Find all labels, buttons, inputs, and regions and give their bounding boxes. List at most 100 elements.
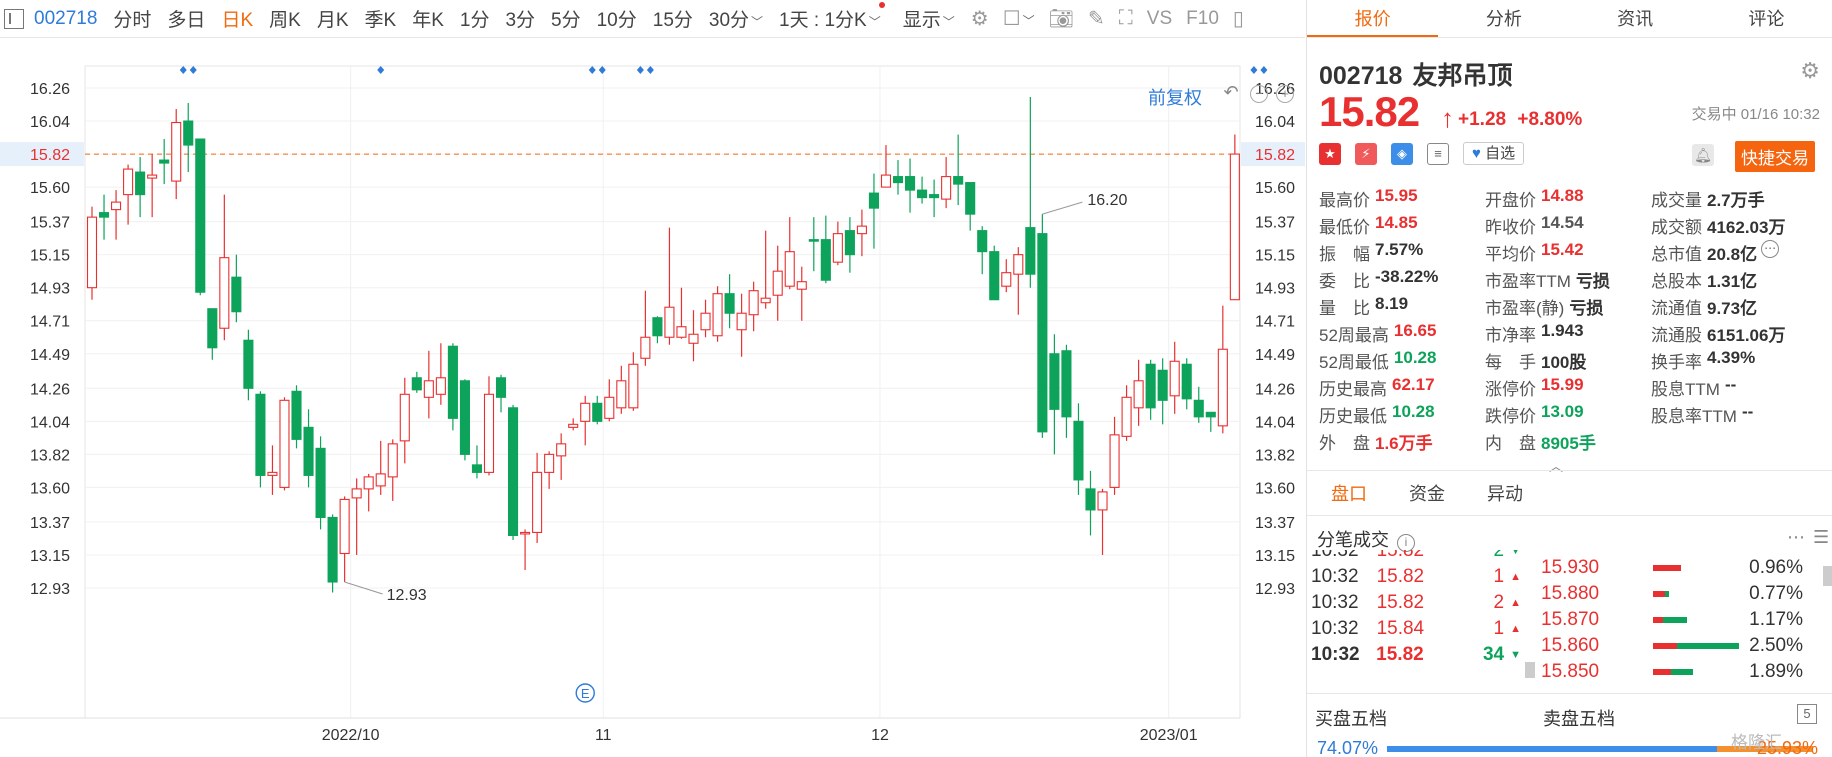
stat-cell: 内 盘 8905手	[1485, 429, 1651, 454]
fullscreen-icon[interactable]: ⛶	[1118, 7, 1133, 29]
tab-capital[interactable]: 资金	[1409, 484, 1445, 504]
tab-news[interactable]: 资讯	[1617, 9, 1654, 29]
tab-1min[interactable]: 1分	[459, 10, 490, 31]
tab-daily-k[interactable]: 日K	[221, 10, 254, 31]
add-watchlist-button[interactable]: ♥ 自选	[1463, 142, 1525, 165]
stat-label: 市盈率(静)	[1485, 299, 1565, 318]
tab-comments[interactable]: 评论	[1748, 9, 1785, 29]
stats-row: 最低价 14.85 昨收价 14.54 成交额 4162.03万	[1319, 212, 1829, 239]
depth-price: 15.860	[1541, 635, 1600, 656]
china-flag-icon[interactable]: ★	[1319, 142, 1341, 165]
kline-chart[interactable]: 16.26 16.26 16.04 16.04 15.82 15.82 15.60 15.60…	[0, 38, 1305, 757]
tab-15min[interactable]: 15分	[652, 10, 693, 31]
stat-value: 10.28	[1393, 348, 1437, 367]
tick-row: 10:32 15.82 2 ▲	[1311, 588, 1521, 618]
tick-list[interactable]: 10:32 15.82 2 ▼ 10:32 15.82 1 ▲ 10:32 15.82 2 ▲ 10:3…	[1311, 550, 1531, 693]
candle-up	[532, 471, 543, 533]
info-icon[interactable]: i	[1397, 534, 1415, 552]
lightning-icon[interactable]: ⚡︎	[1355, 142, 1377, 165]
tab-quote[interactable]: 报价	[1307, 0, 1439, 37]
tick-volume: 34	[1482, 644, 1505, 665]
stat-cell: 成交额 4162.03万	[1651, 213, 1826, 238]
stat-cell: 振 幅 7.57%	[1319, 240, 1485, 265]
note-icon[interactable]: ≡	[1427, 142, 1449, 165]
low-leader-line	[344, 581, 383, 595]
more-circle-icon[interactable]: ⋯	[1761, 240, 1780, 258]
event-marker-icon	[1250, 66, 1258, 74]
candle-down	[459, 380, 470, 455]
candle-up	[399, 393, 410, 442]
display-select-label: 显示	[902, 10, 941, 31]
candle-up	[339, 498, 350, 555]
display-select[interactable]: 显示 ﹀	[903, 5, 955, 32]
tab-30min[interactable]: 30分 ﹀	[709, 5, 763, 32]
stat-cell: 每 手 100股	[1485, 348, 1651, 373]
tick-time: 10:32	[1311, 644, 1360, 665]
candle-down	[135, 171, 146, 196]
stat-value: 4162.03万	[1707, 218, 1786, 237]
tab-analysis[interactable]: 分析	[1485, 9, 1522, 29]
pencil-icon[interactable]: ✎	[1088, 8, 1105, 30]
tag-icon[interactable]: ◈	[1391, 142, 1413, 165]
depth-price: 15.880	[1541, 583, 1600, 604]
tab-movement[interactable]: 异动	[1487, 484, 1523, 504]
bell-icon[interactable]: 🔔︎	[1692, 144, 1714, 166]
depth-scrollbar[interactable]	[1823, 566, 1832, 586]
y-tick-label-left: 14.71	[30, 314, 70, 331]
heart-icon: ♥	[1472, 145, 1481, 162]
stat-value: 2.7万手	[1707, 191, 1765, 210]
tick-row: 10:32 15.84 1 ▲	[1311, 614, 1521, 644]
candle-down	[255, 393, 266, 476]
change-percent: +8.80%	[1517, 109, 1583, 130]
stat-label: 涨停价	[1485, 380, 1536, 399]
candle-up	[279, 399, 290, 488]
settings-gear-icon[interactable]: ⚙	[970, 8, 989, 30]
f10-button[interactable]: F10	[1186, 7, 1219, 29]
camera-icon[interactable]: 📷︎	[1048, 8, 1075, 30]
tab-yearly-k[interactable]: 年K	[412, 10, 444, 31]
trading-status: 交易中 01/16 10:32	[1691, 106, 1820, 123]
up-triangle-icon: ▲	[1510, 571, 1521, 583]
depth-bar-red	[1653, 617, 1663, 623]
stock-code: 002718	[1319, 62, 1403, 90]
tab-3min[interactable]: 3分	[505, 10, 536, 31]
quick-trade-button[interactable]: 快捷交易	[1735, 141, 1815, 172]
candle-down	[1049, 353, 1060, 410]
depth-list[interactable]: 15.930 0.96% 15.880 0.77% 15.870 1.17% 15.860 2…	[1541, 550, 1821, 693]
tick-scrollbar[interactable]	[1525, 662, 1535, 678]
panel-toggle-icon[interactable]: ▯	[1232, 8, 1244, 30]
sidebar-toggle-icon[interactable]	[4, 8, 24, 29]
list-icon[interactable]: ☰	[1813, 527, 1830, 547]
square-box-icon[interactable]: ☐ ﹀	[1002, 8, 1035, 30]
stat-label: 52周最高	[1319, 326, 1389, 345]
stat-value: 4.39%	[1707, 348, 1756, 367]
tab-10min[interactable]: 10分	[596, 10, 637, 31]
gear-icon[interactable]: ⚙	[1800, 58, 1820, 83]
candle-down	[1073, 420, 1084, 481]
period-select[interactable]: 1天 : 1分K ﹀	[779, 2, 886, 32]
vs-compare-button[interactable]: VS	[1146, 7, 1173, 29]
tab-intraday[interactable]: 分时	[113, 10, 152, 31]
price-adjust-button[interactable]: 前复权	[1148, 88, 1202, 108]
stat-value: 亏损	[1569, 299, 1604, 318]
tab-weekly-k[interactable]: 周K	[269, 10, 301, 31]
more-icon[interactable]: ⋯	[1787, 527, 1805, 547]
y-tick-label-left: 13.60	[30, 480, 70, 497]
candle-down	[98, 212, 110, 218]
change-value: +1.28	[1458, 109, 1507, 130]
zoom-in-icon[interactable]: +	[1276, 85, 1294, 103]
tab-monthly-k[interactable]: 月K	[316, 10, 349, 31]
candle-up	[700, 312, 711, 331]
stock-code-label[interactable]: 002718	[34, 7, 98, 29]
tick-volume: 2	[1493, 592, 1505, 613]
tab-orderbook[interactable]: 盘口	[1331, 484, 1367, 504]
five-level-toggle[interactable]: 5	[1797, 704, 1817, 724]
zoom-out-icon[interactable]: −	[1250, 85, 1268, 103]
tab-5min[interactable]: 5分	[551, 10, 581, 31]
candle-down	[315, 447, 326, 518]
tick-price: 15.82	[1376, 550, 1425, 561]
tab-quarterly-k[interactable]: 季K	[364, 10, 397, 31]
candle-up	[544, 453, 555, 473]
undo-icon[interactable]: ↶	[1223, 82, 1239, 102]
tab-multi-day[interactable]: 多日	[167, 10, 206, 31]
